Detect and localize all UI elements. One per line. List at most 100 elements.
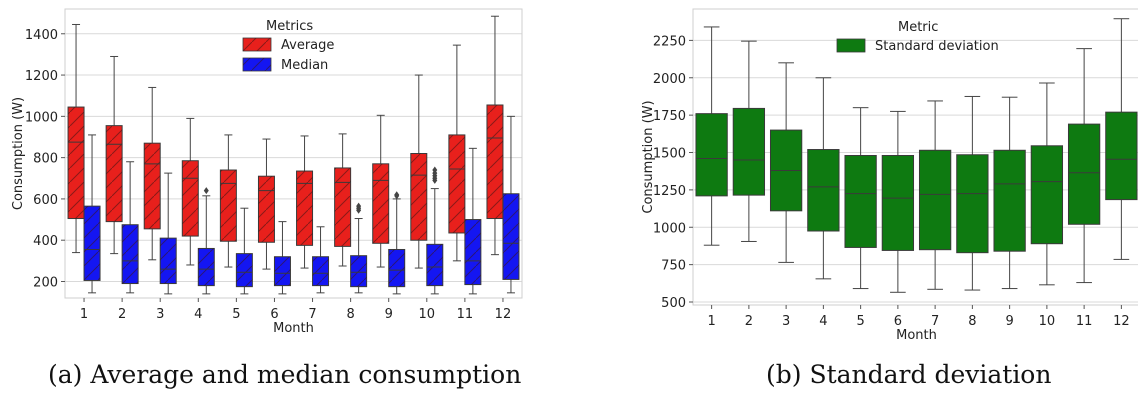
box-hatch bbox=[372, 163, 389, 244]
box-average bbox=[486, 15, 504, 256]
box-hatch bbox=[350, 255, 367, 287]
y-tick-label: 800 bbox=[33, 152, 58, 167]
box-hatch bbox=[388, 249, 405, 287]
box-median bbox=[388, 191, 406, 295]
x-tick-label: 8 bbox=[968, 314, 976, 329]
x-tick-label: 3 bbox=[156, 307, 164, 322]
y-tick-label: 2000 bbox=[653, 72, 686, 87]
x-tick-label: 9 bbox=[1005, 314, 1013, 329]
box-hatch bbox=[198, 248, 215, 286]
legend: Metrics Average Median bbox=[242, 19, 334, 73]
x-tick-label: 5 bbox=[232, 307, 240, 322]
legend-swatch-hatch bbox=[243, 38, 271, 51]
box-standard-deviation bbox=[1030, 82, 1064, 286]
plot-frame bbox=[692, 8, 1138, 306]
x-tick-label: 8 bbox=[346, 307, 354, 322]
x-tick-label: 2 bbox=[745, 314, 753, 329]
box-hatch bbox=[464, 219, 481, 285]
caption-b: (b) Standard deviation bbox=[766, 360, 1052, 389]
y-tick-label: 2250 bbox=[653, 34, 686, 49]
box-median bbox=[464, 147, 482, 295]
caption-a: (a) Average and median consumption bbox=[48, 360, 522, 389]
box-median bbox=[273, 221, 291, 295]
box-median bbox=[121, 161, 139, 294]
x-tick-label: 12 bbox=[495, 307, 512, 322]
y-tick-label: 1400 bbox=[25, 28, 58, 43]
box-body bbox=[1067, 123, 1101, 225]
y-tick-label: 1000 bbox=[653, 221, 686, 236]
box-standard-deviation bbox=[732, 40, 766, 242]
x-tick-label: 4 bbox=[819, 314, 827, 329]
y-axis-label: Consumption (W) bbox=[641, 100, 656, 213]
box-body bbox=[993, 149, 1026, 252]
box-body bbox=[807, 149, 840, 232]
outlier-marker bbox=[394, 191, 400, 199]
legend-label: Average bbox=[281, 38, 334, 53]
box-median bbox=[350, 202, 368, 294]
box-average bbox=[105, 55, 123, 255]
box-hatch bbox=[160, 238, 177, 284]
x-tick-label: 5 bbox=[856, 314, 864, 329]
x-tick-label: 4 bbox=[194, 307, 202, 322]
legend-title: Metrics bbox=[266, 19, 313, 34]
box-hatch bbox=[296, 171, 313, 246]
x-tick-label: 11 bbox=[1076, 314, 1093, 329]
x-tick-label: 10 bbox=[419, 307, 436, 322]
box-median bbox=[159, 172, 177, 295]
box-standard-deviation bbox=[695, 26, 728, 246]
box-body bbox=[695, 113, 728, 197]
legend-swatch bbox=[836, 38, 866, 53]
plot-frame bbox=[64, 8, 523, 299]
box-average bbox=[448, 44, 466, 262]
box-hatch bbox=[410, 153, 427, 241]
box-median bbox=[83, 134, 101, 294]
box-body bbox=[1105, 111, 1138, 201]
box-hatch bbox=[182, 160, 199, 237]
y-tick-label: 500 bbox=[661, 296, 686, 311]
y-tick-label: 1500 bbox=[653, 147, 686, 162]
x-axis-label: Month bbox=[273, 321, 314, 336]
x-tick-label: 3 bbox=[782, 314, 790, 329]
box-standard-deviation bbox=[844, 107, 877, 290]
y-tick-label: 1000 bbox=[25, 110, 58, 125]
x-tick-label: 7 bbox=[931, 314, 939, 329]
box-standard-deviation bbox=[881, 110, 915, 293]
x-tick-label: 10 bbox=[1039, 314, 1056, 329]
box-hatch bbox=[312, 256, 329, 286]
box-hatch bbox=[426, 244, 443, 286]
x-axis-label: Month bbox=[896, 328, 937, 340]
legend-swatch-hatch bbox=[243, 58, 271, 71]
box-average bbox=[296, 135, 314, 269]
box-standard-deviation bbox=[769, 62, 803, 263]
x-tick-label: 11 bbox=[457, 307, 474, 322]
box-hatch bbox=[502, 193, 519, 280]
box-average bbox=[372, 114, 390, 268]
box-average bbox=[410, 74, 428, 269]
box-hatch bbox=[122, 224, 139, 284]
box-body bbox=[844, 155, 877, 248]
legend: Metric Standard deviation bbox=[836, 20, 999, 54]
y-tick-label: 1250 bbox=[653, 184, 686, 199]
legend-title: Metric bbox=[898, 20, 938, 35]
box-standard-deviation bbox=[956, 95, 989, 291]
box-hatch bbox=[274, 256, 291, 286]
box-hatch bbox=[106, 125, 123, 222]
box-hatch bbox=[144, 143, 161, 229]
box-standard-deviation bbox=[918, 100, 952, 290]
box-standard-deviation bbox=[1067, 48, 1101, 284]
box-hatch bbox=[84, 206, 101, 281]
y-tick-label: 600 bbox=[33, 193, 58, 208]
y-tick-label: 1750 bbox=[653, 109, 686, 124]
box-average bbox=[181, 117, 199, 266]
legend-label: Standard deviation bbox=[875, 39, 999, 54]
box-standard-deviation bbox=[993, 96, 1026, 290]
box-median bbox=[426, 166, 444, 295]
x-tick-label: 2 bbox=[118, 307, 126, 322]
box-body bbox=[732, 107, 766, 196]
box-hatch bbox=[334, 167, 351, 247]
box-body bbox=[956, 154, 989, 254]
box-median bbox=[235, 207, 253, 295]
box-average bbox=[334, 133, 352, 267]
